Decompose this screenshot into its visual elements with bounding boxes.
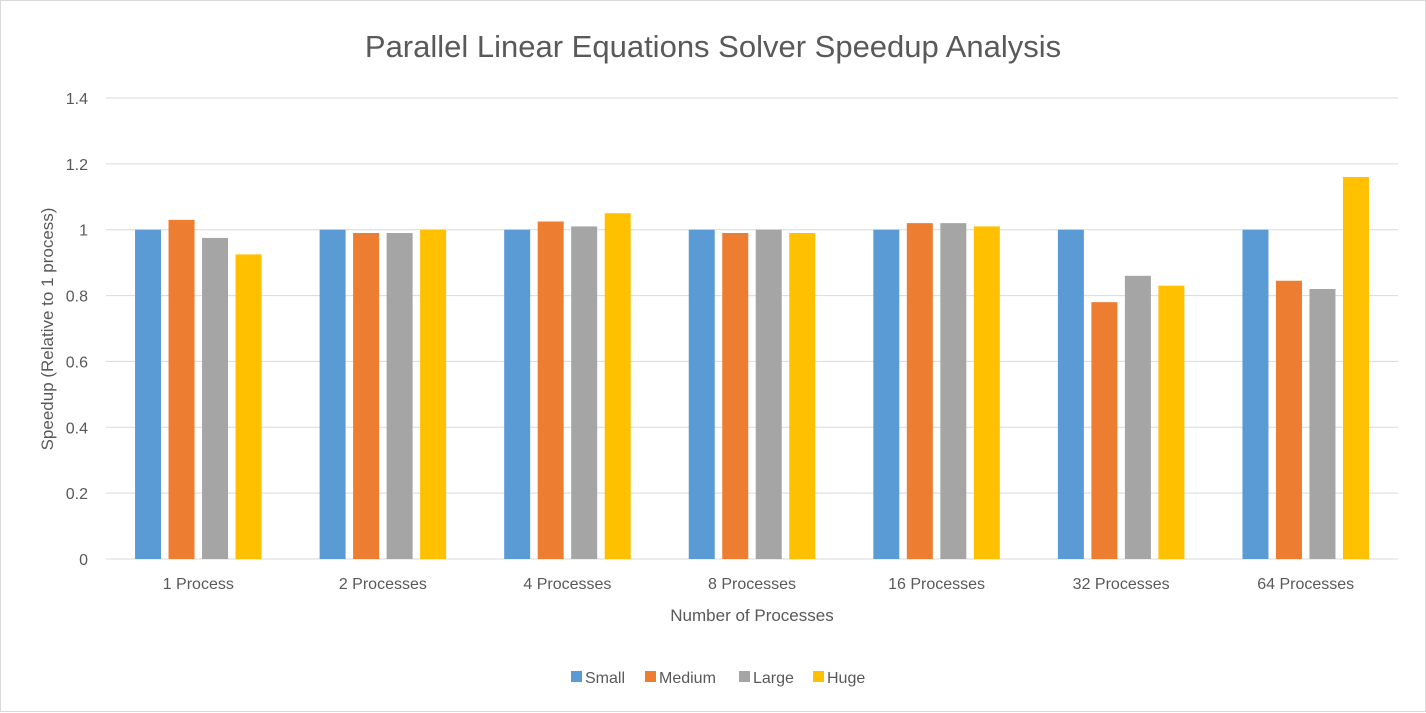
bar-medium: [353, 233, 380, 559]
bar-huge: [235, 254, 262, 560]
x-tick-label: 16 Processes: [888, 576, 985, 593]
bar-medium: [168, 219, 195, 560]
legend-label-huge: Huge: [827, 670, 865, 687]
bar-large: [571, 226, 598, 559]
bar-small: [135, 229, 162, 559]
y-tick-label: 0: [79, 552, 88, 569]
legend-label-small: Small: [585, 670, 625, 687]
bar-large: [202, 237, 229, 560]
bar-small: [1242, 229, 1269, 559]
bar-large: [940, 223, 967, 559]
bar-huge: [604, 213, 631, 559]
x-tick-label: 8 Processes: [708, 576, 796, 593]
bars: [135, 177, 1369, 560]
y-tick-label: 1.2: [66, 157, 88, 174]
bar-huge: [973, 226, 1000, 559]
y-tick-label: 0.6: [66, 354, 88, 371]
bar-medium: [1091, 302, 1118, 559]
legend-swatch-huge: [813, 671, 824, 682]
bar-large: [1124, 275, 1151, 559]
y-tick-label: 0.8: [66, 289, 88, 306]
chart-title: Parallel Linear Equations Solver Speedup…: [365, 29, 1061, 64]
y-tick-label: 1: [79, 223, 88, 240]
x-axis-ticks: 1 Process 2 Processes 4 Processes 8 Process…: [163, 576, 1354, 593]
bar-small: [688, 229, 715, 559]
bar-large: [1309, 288, 1336, 559]
bar-large: [755, 229, 782, 559]
bar-large: [386, 233, 413, 559]
legend: Small Medium Large Huge: [571, 670, 865, 687]
gridlines: [106, 97, 1398, 560]
bar-small: [1057, 229, 1084, 559]
legend-swatch-medium: [645, 671, 656, 682]
bar-medium: [722, 233, 749, 559]
y-tick-label: 0.4: [66, 420, 88, 437]
x-tick-label: 4 Processes: [523, 576, 611, 593]
x-tick-label: 2 Processes: [339, 576, 427, 593]
y-axis-ticks: 0 0.2 0.4 0.6 0.8 1 1.2 1.4: [66, 91, 88, 569]
bar-huge: [789, 233, 816, 559]
y-tick-label: 1.4: [66, 91, 88, 108]
bar-huge: [1158, 285, 1185, 559]
y-tick-label: 0.2: [66, 486, 88, 503]
legend-label-large: Large: [753, 670, 794, 687]
legend-swatch-small: [571, 671, 582, 682]
bar-medium: [537, 221, 564, 559]
y-axis-title: Speedup (Relative to 1 process): [38, 208, 57, 451]
x-tick-label: 64 Processes: [1257, 576, 1354, 593]
bar-huge: [1342, 177, 1369, 559]
bar-medium: [906, 223, 933, 559]
bar-small: [873, 229, 900, 559]
bar-small: [504, 229, 531, 559]
bar-small: [319, 229, 346, 559]
x-tick-label: 1 Process: [163, 576, 234, 593]
legend-swatch-large: [739, 671, 750, 682]
x-axis-title: Number of Processes: [670, 606, 833, 625]
bar-huge: [420, 229, 447, 559]
bar-medium: [1275, 280, 1302, 559]
x-tick-label: 32 Processes: [1073, 576, 1170, 593]
legend-label-medium: Medium: [659, 670, 716, 687]
